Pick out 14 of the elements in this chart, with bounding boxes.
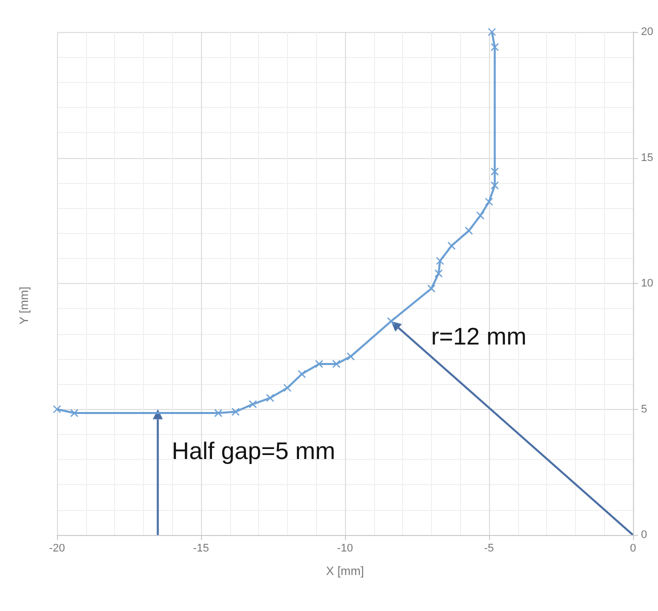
y-tick-label: 0: [641, 529, 648, 541]
x-tick-label: -20: [49, 542, 65, 554]
x-tick-label: -5: [484, 542, 494, 554]
y-tick-label: 15: [641, 152, 654, 164]
y-axis-title: Y [mm]: [17, 286, 31, 324]
y-tick-label: 10: [641, 278, 654, 290]
x-tick-label: 0: [630, 542, 636, 554]
x-tick-label: -10: [337, 542, 353, 554]
y-tick-label: 5: [641, 403, 648, 416]
annotation: r=12 mm: [431, 324, 526, 351]
x-axis-title: X [mm]: [326, 564, 364, 578]
annotation: Half gap=5 mm: [172, 438, 336, 465]
x-tick-label: -15: [193, 542, 209, 554]
y-tick-label: 20: [641, 26, 654, 38]
